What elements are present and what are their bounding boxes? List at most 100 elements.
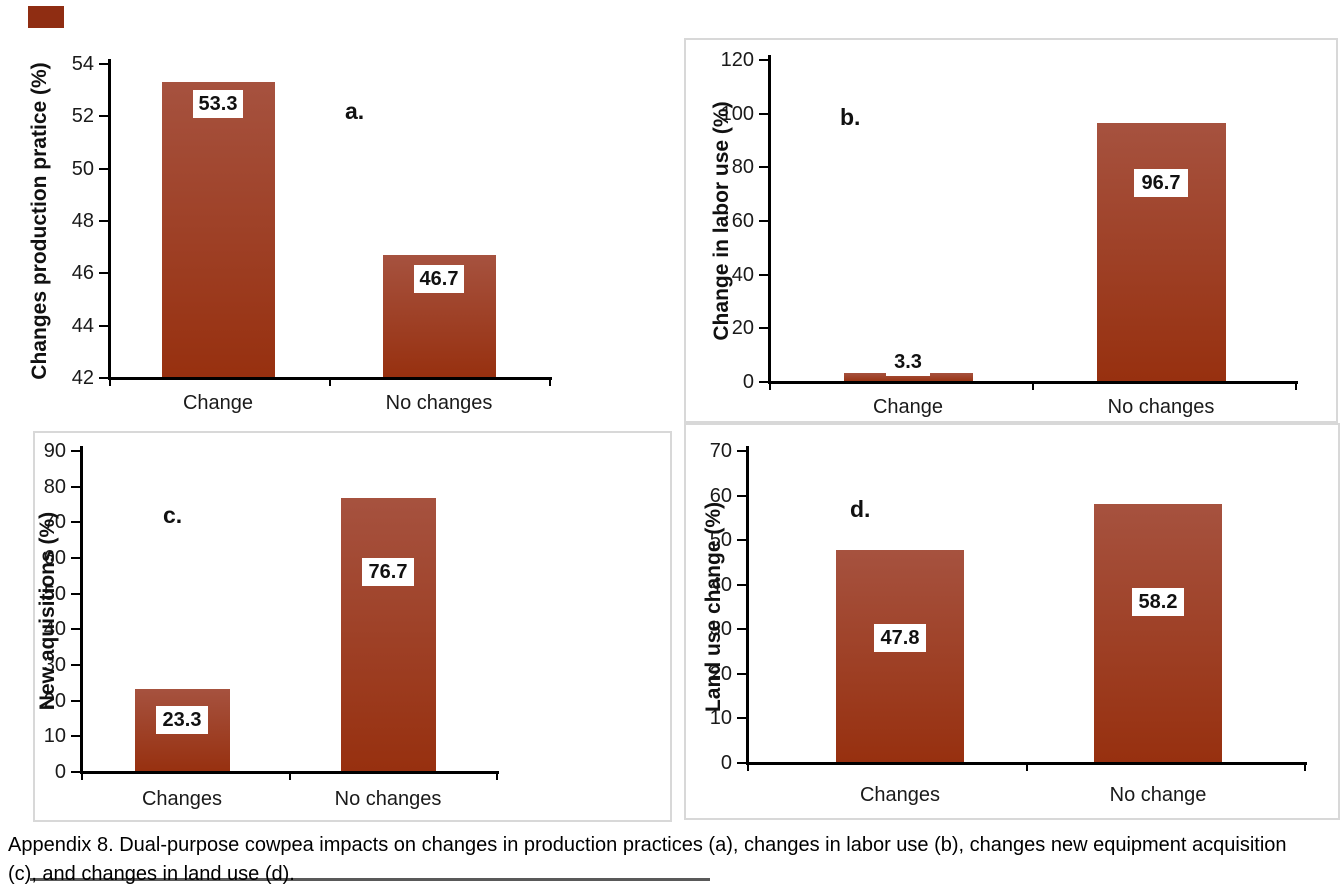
- y-tick-label-d: 30: [709, 618, 732, 641]
- y-tick-a: [99, 115, 108, 118]
- x-tick-c-2: [496, 773, 498, 780]
- bar-d-1: [1094, 503, 1222, 763]
- y-axis-d: [746, 446, 749, 764]
- category-label-d-1: No change: [1109, 784, 1207, 806]
- y-tick-b: [759, 220, 768, 222]
- y-tick-a: [99, 272, 108, 275]
- panel-letter-b: b.: [840, 104, 861, 130]
- y-tick-b: [759, 166, 768, 169]
- y-tick-label-d: 10: [709, 707, 732, 730]
- y-tick-d: [737, 583, 746, 586]
- y-tick-label-a: 48: [71, 210, 94, 232]
- data-label-c-0: 23.3: [156, 705, 208, 734]
- category-label-a-0: Change: [182, 392, 254, 414]
- y-tick-c: [71, 628, 80, 631]
- y-tick-label-c: 50: [43, 582, 66, 605]
- y-tick-b: [759, 327, 768, 330]
- y-tick-label-b: 20: [731, 317, 754, 340]
- y-axis-title-d: Land use change (%): [702, 501, 725, 713]
- y-tick-c: [71, 485, 80, 488]
- y-tick-d: [737, 717, 746, 720]
- figure-caption: Appendix 8. Dual-purpose cowpea impacts …: [8, 831, 1340, 889]
- panel-letter-a: a.: [345, 98, 365, 124]
- y-tick-label-d: 0: [720, 752, 732, 774]
- y-tick-label-c: 60: [43, 547, 66, 569]
- panel-frame-d: [684, 423, 1340, 820]
- x-tick-d-2: [1304, 764, 1306, 771]
- category-label-a-1: No changes: [385, 392, 493, 414]
- category-label-d-0: Changes: [859, 784, 941, 806]
- y-tick-label-b: 60: [731, 210, 754, 232]
- y-tick-a: [99, 324, 108, 327]
- data-label-d-1: 58.2: [1132, 587, 1184, 616]
- data-label-d-0: 47.8: [874, 623, 926, 652]
- x-tick-b-1: [1032, 383, 1034, 390]
- y-tick-label-b: 100: [720, 102, 754, 125]
- data-label-c-1: 76.7: [362, 558, 414, 587]
- x-tick-c-1: [288, 773, 291, 780]
- data-label-a-1: 46.7: [414, 265, 464, 294]
- data-label-b-0: 3.3: [886, 348, 930, 377]
- x-axis-d: [746, 762, 1307, 765]
- x-tick-b-0: [769, 383, 771, 390]
- y-tick-label-a: 44: [71, 314, 94, 337]
- category-label-c-1: No changes: [334, 788, 442, 810]
- y-tick-c: [71, 735, 80, 738]
- y-tick-d: [737, 762, 746, 764]
- y-axis-a: [108, 59, 111, 379]
- y-tick-c: [71, 450, 80, 452]
- y-axis-b: [768, 55, 771, 383]
- y-tick-label-c: 90: [43, 440, 66, 462]
- y-tick-label-b: 40: [731, 263, 754, 286]
- y-tick-d: [737, 494, 746, 497]
- caption-line-1: Appendix 8. Dual-purpose cowpea impacts …: [8, 834, 1287, 856]
- y-tick-label-a: 54: [71, 53, 94, 75]
- y-tick-label-a: 46: [71, 262, 94, 285]
- category-label-b-0: Change: [872, 396, 944, 418]
- panel-frame-b: [684, 38, 1338, 423]
- x-tick-d-0: [747, 764, 749, 771]
- panel-letter-c: c.: [163, 502, 183, 528]
- y-tick-b: [759, 112, 768, 115]
- y-tick-label-c: 20: [43, 689, 66, 712]
- y-tick-c: [71, 699, 80, 702]
- y-tick-a: [99, 220, 108, 222]
- y-tick-d: [737, 450, 746, 452]
- panel-frame-c: [33, 431, 672, 822]
- y-tick-label-c: 70: [43, 511, 66, 534]
- bar-c-1: [340, 498, 436, 772]
- y-tick-label-b: 120: [720, 49, 754, 71]
- x-tick-b-2: [1295, 383, 1297, 390]
- y-tick-d: [737, 672, 746, 675]
- x-axis-b: [768, 381, 1298, 384]
- x-tick-c-0: [81, 773, 83, 780]
- y-tick-d: [737, 539, 746, 542]
- bar-b-0: [843, 373, 973, 382]
- x-tick-a-1: [329, 379, 331, 386]
- y-tick-label-c: 10: [43, 725, 66, 748]
- y-tick-a: [99, 167, 108, 170]
- data-label-b-1: 96.7: [1134, 168, 1188, 197]
- y-tick-label-d: 60: [709, 484, 732, 507]
- y-tick-label-a: 50: [71, 157, 94, 180]
- y-tick-label-c: 0: [54, 761, 66, 783]
- y-axis-title-c: New aquisitions (%): [36, 511, 59, 711]
- x-axis-a: [108, 377, 552, 380]
- caption-line-2: (c), and changes in land use (d).: [8, 863, 295, 885]
- previous-figure-bar-fragment: [28, 6, 64, 28]
- data-label-a-0: 53.3: [193, 90, 243, 119]
- y-tick-b: [759, 59, 768, 61]
- y-tick-label-d: 20: [709, 662, 732, 685]
- category-label-b-1: No changes: [1107, 396, 1215, 418]
- y-tick-a: [99, 377, 108, 379]
- y-tick-b: [759, 273, 768, 276]
- y-tick-c: [71, 521, 80, 524]
- x-tick-d-1: [1025, 764, 1028, 771]
- y-tick-c: [71, 664, 80, 666]
- y-tick-label-c: 30: [43, 654, 66, 676]
- y-axis-title-a: Changes production pratice (%): [28, 62, 51, 380]
